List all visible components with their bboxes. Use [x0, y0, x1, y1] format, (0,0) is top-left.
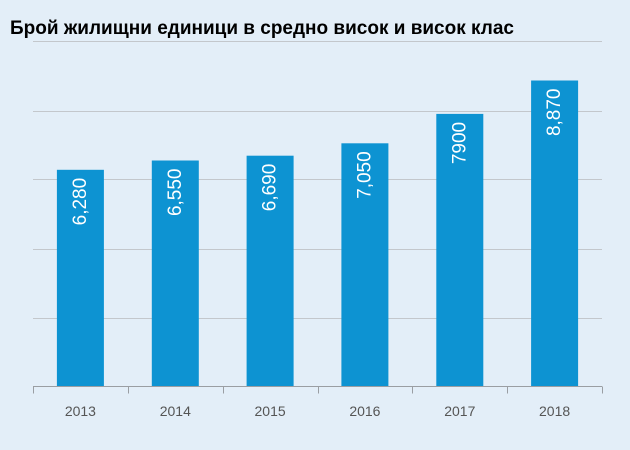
bar-2016	[341, 143, 389, 387]
bar-2017	[436, 113, 484, 387]
bar-value-label: 8,870	[544, 89, 565, 137]
bar-value-label: 6,280	[70, 178, 91, 226]
x-tick-label: 2015	[255, 403, 286, 419]
chart-title: Брой жилищни единици в средно висок и ви…	[10, 18, 514, 39]
bar-2018	[531, 80, 579, 387]
x-tick-label: 2018	[539, 403, 570, 419]
bar-value-label: 6,690	[260, 164, 281, 212]
bar-value-label: 6,550	[165, 169, 186, 217]
bar-2015	[246, 155, 294, 387]
x-axis: 2013 2014 2015 2016 2017 2018	[33, 386, 603, 419]
bars: 6,280 6,550 6,690 7,050 7900 8,870	[56, 80, 579, 387]
bar-value-label: 7900	[449, 122, 470, 164]
bar-2014	[151, 160, 199, 387]
x-tick-label: 2014	[160, 403, 191, 419]
bar-value-label: 7,050	[354, 151, 375, 199]
gridlines	[33, 41, 602, 319]
x-tick-label: 2013	[65, 403, 96, 419]
bar-2013	[56, 169, 104, 387]
x-tick-label: 2017	[444, 403, 475, 419]
x-tick-label: 2016	[349, 403, 380, 419]
